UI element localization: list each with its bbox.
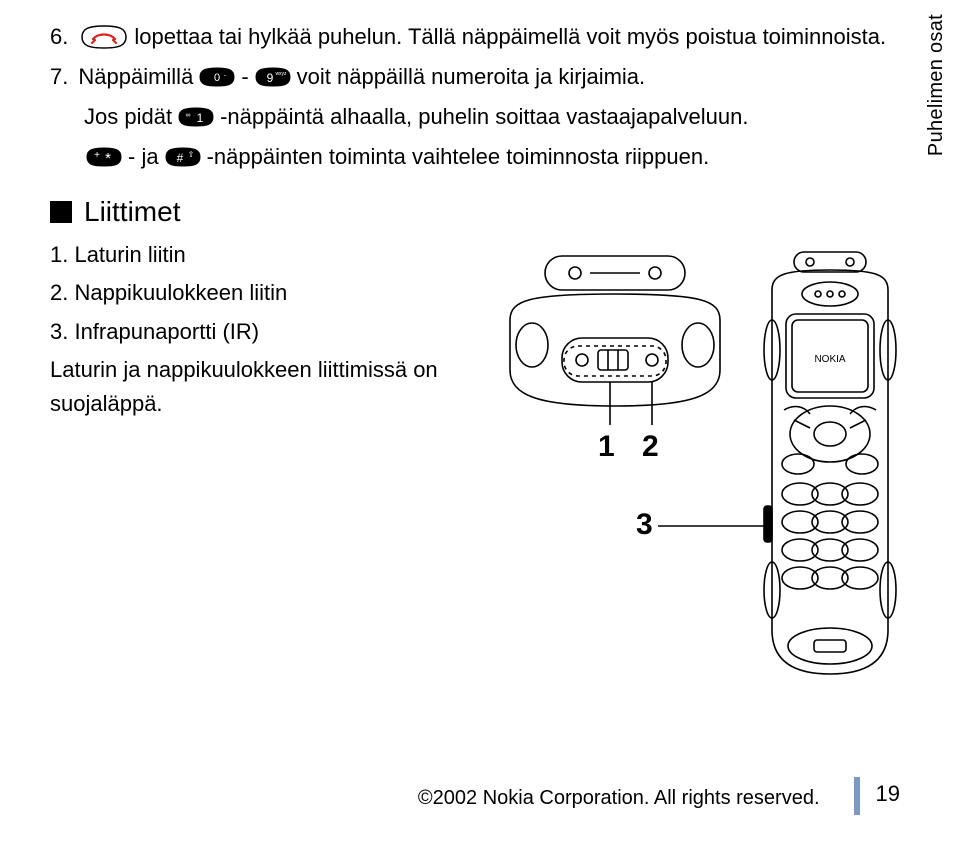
callout-1: 1 [598,430,615,464]
list-item-7-line3: + * - ja # ⇧ -näppäinten toiminta vaihte… [84,140,900,174]
list-text: -näppäinten toiminta vaihtelee toiminnos… [207,140,710,174]
svg-text:0: 0 [214,72,220,84]
list-text: voit näppäillä numeroita ja kirjaimia. [297,60,646,94]
connector-item: 2. Nappikuulokkeen liitin [50,276,520,310]
svg-text:#: # [176,151,183,165]
svg-text:wxyz: wxyz [275,71,287,77]
list-text: -näppäintä alhaalla, puhelin soittaa vas… [220,100,748,134]
side-section-label: Puhelimen osat [925,14,948,156]
svg-text:1: 1 [197,111,204,125]
section-heading: Liittimet [84,196,180,228]
svg-text:⎵: ⎵ [224,71,226,77]
footer-accent-icon [854,777,860,815]
end-call-key-icon [78,24,130,50]
diagram-area: 1 2 NOKIA [490,250,920,750]
dash-text: - [241,60,248,94]
list-text: Jos pidät [84,100,172,134]
list-number: 7. [50,60,68,94]
svg-text:*: * [105,150,111,167]
svg-text:⇧: ⇧ [187,150,194,159]
list-item-7-line1: 7. Näppäimillä 0 ⎵ - 9 wxyz voit näppäil… [50,60,900,94]
key-1-icon: 1 ∞ [176,106,216,128]
connector-note: Laturin ja nappikuulokkeen liittimissä o… [50,353,520,421]
list-item-6: 6. lopettaa tai hylkää puhelun. Tällä nä… [50,20,900,54]
callout-3: 3 [636,508,653,542]
list-text: Näppäimillä [78,60,193,94]
phone-bottom-illustration [490,250,740,430]
svg-text:∞: ∞ [186,112,191,119]
list-number: 6. [50,20,68,54]
connector-item: 3. Infrapunaportti (IR) [50,315,520,349]
key-9-icon: 9 wxyz [253,66,293,88]
connectors-list: 1. Laturin liitin 2. Nappikuulokkeen lii… [50,238,520,420]
key-0-icon: 0 ⎵ [197,66,237,88]
list-text: - ja [128,140,159,174]
key-hash-icon: # ⇧ [163,146,203,168]
callout-3-line [658,524,778,528]
page-number: 19 [876,781,900,807]
svg-text:+: + [94,150,100,161]
phone-illustration: NOKIA [750,250,910,680]
page-footer: ©2002 Nokia Corporation. All rights rese… [418,781,900,815]
copyright-text: ©2002 Nokia Corporation. All rights rese… [418,787,820,810]
svg-text:NOKIA: NOKIA [814,354,845,365]
heading-bullet-icon [50,201,72,223]
connector-item: 1. Laturin liitin [50,238,520,272]
key-star-icon: + * [84,146,124,168]
numbered-list: 6. lopettaa tai hylkää puhelun. Tällä nä… [50,20,900,174]
callout-2: 2 [642,430,659,464]
section-heading-row: Liittimet [50,196,900,228]
list-text: lopettaa tai hylkää puhelun. Tällä näppä… [134,20,886,54]
svg-text:9: 9 [266,71,273,85]
page-root: Puhelimen osat 6. lopettaa tai hylkää pu… [0,0,960,841]
list-item-7-line2: Jos pidät 1 ∞ -näppäintä alhaalla, puhel… [84,100,900,134]
